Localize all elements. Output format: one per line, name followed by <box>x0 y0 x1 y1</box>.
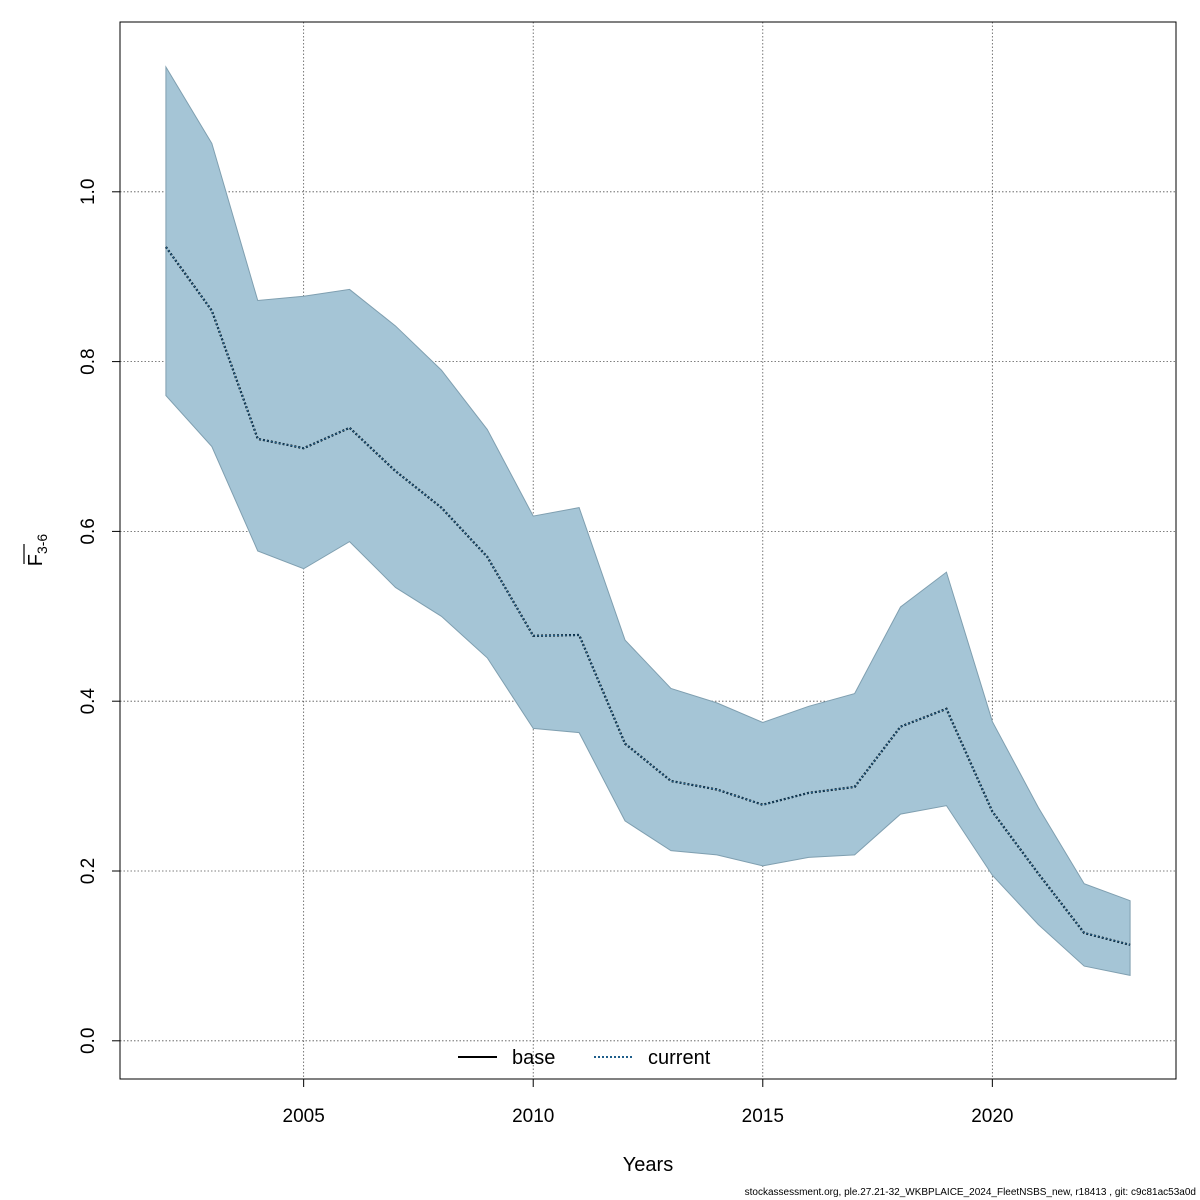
series-line-current <box>165 246 1131 946</box>
y-axis-title-subscript: 3-6 <box>34 534 50 554</box>
plot-frame <box>119 21 1177 1080</box>
x-tick-label: 2020 <box>971 1106 1013 1127</box>
legend: base current <box>458 1047 711 1069</box>
y-axis: 0.0 0.2 0.4 0.6 0.8 1.0 <box>78 179 120 1054</box>
confidence-band <box>165 65 1131 977</box>
legend-label-current: current <box>648 1047 711 1069</box>
svg-text:F3-6: F3-6 <box>25 534 50 567</box>
confidence-band-area <box>165 65 1131 977</box>
y-tick-label: 0.8 <box>78 348 99 374</box>
y-axis-title: F3-6 <box>23 534 50 567</box>
y-tick-label: 1.0 <box>78 179 99 205</box>
x-tick-label: 2010 <box>512 1106 554 1127</box>
y-axis-title-main: F <box>25 554 47 566</box>
x-tick-label: 2005 <box>283 1106 325 1127</box>
y-tick-label: 0.2 <box>78 858 99 884</box>
series-lines <box>165 246 1131 946</box>
x-axis-title: Years <box>623 1154 673 1176</box>
legend-label-base: base <box>512 1047 555 1069</box>
y-tick-label: 0.4 <box>78 688 99 715</box>
y-tick-label: 0.0 <box>78 1028 99 1054</box>
x-axis: 2005 2010 2015 2020 <box>283 1079 1013 1127</box>
y-tick-label: 0.6 <box>78 518 99 544</box>
x-tick-label: 2015 <box>742 1106 784 1127</box>
footer-source-text: stockassessment.org, ple.27.21-32_WKBPLA… <box>744 1187 1196 1198</box>
